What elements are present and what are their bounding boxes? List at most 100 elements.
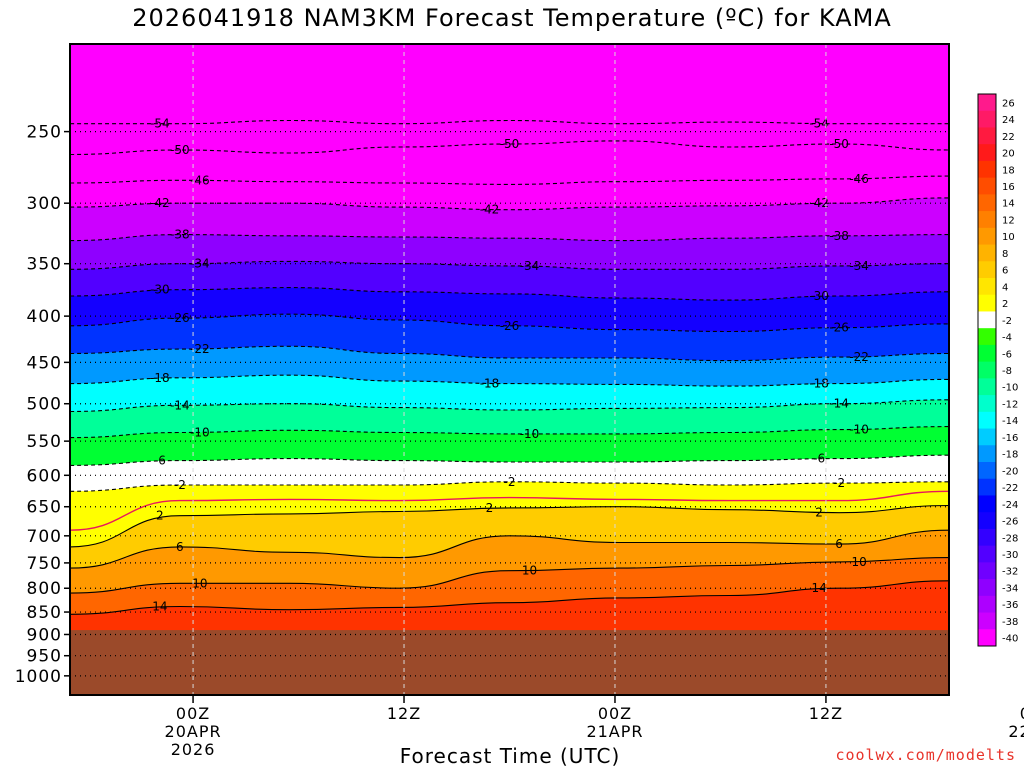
colorbar-swatch — [978, 127, 996, 145]
colorbar-swatch — [978, 428, 996, 446]
contour-line — [70, 454, 949, 466]
contour-label: -10 — [849, 423, 869, 437]
contour-label: -50 — [500, 137, 520, 151]
colorbar-swatch — [978, 227, 996, 246]
colorbar-swatch — [978, 94, 996, 112]
contour-label: -34 — [520, 259, 540, 273]
colorbar-label: 14 — [1002, 199, 1015, 210]
contour-label: 10 — [522, 564, 537, 578]
colorbar-swatch — [978, 211, 996, 229]
contour-label: 6 — [835, 537, 843, 551]
contour-line — [70, 580, 949, 615]
y-tick-label: 600 — [27, 466, 62, 486]
colorbar-swatch — [978, 160, 996, 179]
contour-label: -10 — [520, 427, 540, 441]
plot-frame — [69, 43, 950, 696]
colorbar-swatch — [978, 462, 996, 480]
contour-line — [70, 175, 949, 185]
colorbar-swatch — [978, 579, 996, 597]
contour-lines: -54 -54-50 -50 -50-46 -46-42 -42 -42-38 -38-34-… — [70, 117, 949, 615]
contour-line — [70, 374, 949, 387]
colorbar-label: -2 — [1002, 316, 1012, 327]
contour-line — [70, 197, 949, 211]
colorbar-label: 4 — [1002, 282, 1008, 293]
y-axis: 2503003504004505005506006507007508008509… — [15, 123, 70, 687]
colorbar-label: -28 — [1002, 533, 1018, 544]
y-tick-label: 900 — [27, 625, 62, 645]
colorbar-label: -40 — [1002, 634, 1018, 645]
contour-label: 10 — [851, 555, 866, 569]
contour-label: -42 — [480, 203, 500, 217]
contour-label: 6 — [176, 540, 184, 554]
colorbar-swatch — [978, 344, 996, 363]
colorbar-label: 2 — [1002, 299, 1008, 310]
colorbar-label: 10 — [1002, 232, 1015, 243]
contour-label: 2 — [815, 506, 823, 520]
x-tick-label: 22APR — [1008, 722, 1024, 741]
x-tick-label: 21APR — [586, 722, 643, 741]
chart-title: 2026041918 NAM3KM Forecast Temperature (… — [132, 4, 892, 32]
y-tick-label: 550 — [27, 432, 62, 452]
colorbar-swatch — [978, 177, 996, 195]
ground-mask — [70, 630, 949, 695]
colorbar-label: 8 — [1002, 249, 1008, 260]
colorbar-swatch — [978, 194, 996, 212]
contour-label: -38 — [829, 229, 849, 243]
colorbar-swatch — [978, 144, 996, 162]
colorbar-swatch — [978, 328, 996, 346]
colorbar-label: 22 — [1002, 132, 1015, 143]
contour-label: -34 — [190, 257, 210, 271]
contour-label: 10 — [192, 576, 207, 590]
contour-label: -54 — [150, 117, 170, 131]
colorbar-swatch — [978, 244, 996, 262]
colorbar-label: -14 — [1002, 416, 1018, 427]
colorbar-label: -36 — [1002, 600, 1018, 611]
contour-line — [70, 481, 949, 492]
contour-label: 14 — [152, 599, 167, 613]
colorbar-label: -26 — [1002, 517, 1018, 528]
y-tick-label: 450 — [27, 353, 62, 373]
colorbar-label: 24 — [1002, 115, 1015, 126]
colorbar-label: 16 — [1002, 182, 1015, 193]
y-tick-label: 950 — [27, 647, 62, 667]
contour-label: -14 — [170, 398, 190, 412]
contour-label: -18 — [150, 371, 170, 385]
colorbar-frame — [977, 93, 997, 647]
colorbar-swatch — [978, 562, 996, 580]
colorbar-label: -10 — [1002, 383, 1018, 394]
contour-label: 2 — [486, 501, 494, 515]
x-tick-label: 12Z — [387, 704, 421, 723]
contour-line — [70, 399, 949, 413]
colorbar-label: -30 — [1002, 550, 1018, 561]
contour-label: -38 — [170, 228, 190, 242]
contour-line — [70, 490, 949, 531]
y-tick-label: 800 — [27, 579, 62, 599]
colorbar-swatch — [978, 595, 996, 614]
x-axis: 00Z20APR202612Z00Z21APR12Z00Z22APR — [165, 695, 1024, 759]
colorbar-swatch — [978, 361, 996, 379]
contour-line — [70, 557, 949, 594]
colorbar-label: 26 — [1002, 98, 1015, 109]
contour-line — [70, 119, 949, 125]
colorbar-swatch — [978, 294, 996, 312]
y-tick-label: 350 — [27, 255, 62, 275]
x-tick-label: 00Z — [598, 704, 632, 723]
contour-label: -46 — [190, 173, 210, 187]
colorbar-label: -16 — [1002, 433, 1018, 444]
colorbar-swatch — [978, 261, 996, 279]
contour-label: -22 — [849, 350, 869, 364]
contour-line — [70, 529, 949, 569]
x-tick-label: 00Z — [176, 704, 210, 723]
y-tick-label: 700 — [27, 527, 62, 547]
contour-label: -46 — [849, 172, 869, 186]
contour-line — [70, 313, 949, 333]
colorbar-label: 12 — [1002, 215, 1015, 226]
colorbar-swatch — [978, 528, 996, 547]
y-tick-label: 850 — [27, 603, 62, 623]
contour-line — [70, 504, 949, 548]
contour-line — [70, 345, 949, 362]
colorbar-swatch — [978, 545, 996, 563]
source-credit[interactable]: coolwx.com/modelts — [835, 746, 1016, 764]
y-tick-label: 250 — [27, 123, 62, 143]
colorbar-label: -18 — [1002, 450, 1018, 461]
